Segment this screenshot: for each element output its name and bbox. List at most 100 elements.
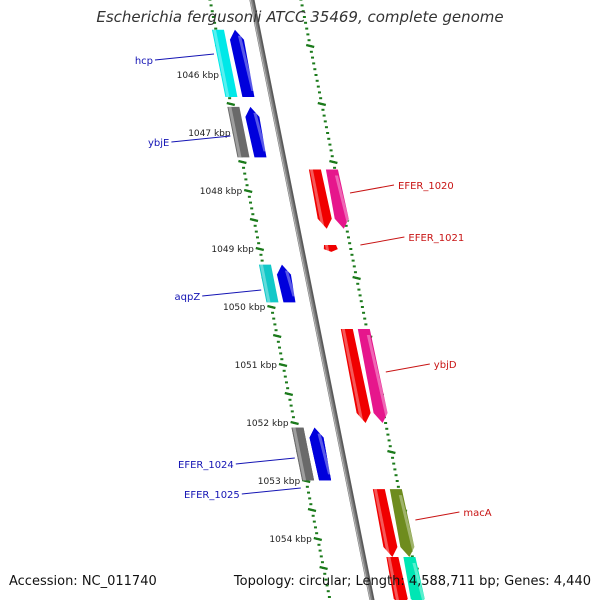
gene-leader-line <box>360 236 405 246</box>
gene-arrow-body <box>372 489 398 557</box>
gene-leader-line <box>171 135 231 143</box>
gene-arrow-body <box>211 29 238 98</box>
position-tick: 1052 kbp <box>246 419 299 429</box>
gene-label-text: ybjD <box>434 360 457 371</box>
ruler-major-tick <box>317 101 327 107</box>
gene-label-text: EFER_1020 <box>398 181 454 192</box>
genome-summary-text: Topology: circular; Length: 4,588,711 bp… <box>233 574 591 589</box>
gene-label-ybjd: ybjD <box>385 360 457 373</box>
gene-arrow-body <box>309 427 332 481</box>
position-tick: 1048 kbp <box>200 187 253 197</box>
gene-leader-line <box>154 53 215 61</box>
gene-arrow-body <box>258 264 279 303</box>
gene-arrow-shade <box>212 29 230 98</box>
gene-arrow-body <box>325 169 349 229</box>
gene-label-text: EFER_1025 <box>184 490 240 501</box>
position-tick-label: 1046 kbp <box>177 71 220 81</box>
ruler-major-tick <box>284 391 294 397</box>
position-tick-mark <box>278 362 288 368</box>
position-tick-mark <box>290 420 299 426</box>
gene-arrow-body <box>276 264 296 303</box>
gene-arrow-body <box>403 556 425 600</box>
gene-arrow-body <box>245 106 267 158</box>
gene-arrow-shade <box>259 264 271 303</box>
gene-arrow-shade <box>412 562 426 600</box>
gene-arrow-shade <box>341 329 364 423</box>
gene-arrow-body <box>308 169 332 229</box>
position-tick-mark <box>267 304 276 310</box>
gene-arrow-shade <box>324 244 330 252</box>
position-tick-label: 1054 kbp <box>269 535 312 545</box>
gene-arrow-shade <box>309 169 325 229</box>
gene-leader-line <box>415 511 460 521</box>
gene-arrow-shade <box>237 35 255 92</box>
gene-label-efer-1020: EFER_1020 <box>349 181 454 194</box>
gene-arrow-shade <box>398 495 416 551</box>
ruler-major-tick <box>352 275 361 281</box>
gene-arrow-shade <box>228 106 242 158</box>
gene-efer-1020 <box>308 169 350 229</box>
map-title: Escherichia fergusonii ATCC 35469, compl… <box>96 8 504 26</box>
gene-arrow-body <box>389 489 415 557</box>
ruler-major-tick <box>319 565 328 571</box>
gene-label-efer-1025: EFER_1025 <box>184 487 301 501</box>
gene-arrow-body <box>386 556 408 600</box>
gene-ybje <box>227 106 267 158</box>
gene-arrow-shade <box>366 335 389 417</box>
gene-label-maca: macA <box>415 508 492 521</box>
position-tick: 1054 kbp <box>269 535 323 545</box>
gene-leader-line <box>385 363 430 373</box>
gene-arrow-body <box>291 427 315 481</box>
gene-label-text: macA <box>463 508 491 519</box>
position-tick-mark <box>243 188 253 194</box>
gene-label-text: hcp <box>135 56 153 67</box>
position-tick-label: 1051 kbp <box>235 361 278 371</box>
gene-arrow-body <box>229 29 255 98</box>
gene-arrow-body <box>323 244 338 252</box>
ruler-major-tick <box>307 507 317 513</box>
gene-label-ybje: ybjE <box>148 135 231 149</box>
position-tick: 1049 kbp <box>211 245 265 255</box>
gene-arrow-shade <box>292 427 307 481</box>
gene-arrow-body <box>340 329 371 423</box>
gene-arrow-shade <box>253 112 267 152</box>
ruler-major-tick <box>238 159 247 165</box>
position-tick-mark <box>255 246 265 252</box>
position-tick: 1051 kbp <box>235 361 288 371</box>
position-tick-label: 1049 kbp <box>211 245 254 255</box>
gene-efer-1021 <box>323 244 338 252</box>
gene-arrow-body <box>227 106 250 158</box>
ruler-major-tick <box>249 217 259 223</box>
gene-leader-line <box>241 487 301 495</box>
gene-ybjd <box>340 329 389 423</box>
ruler-major-tick <box>329 159 338 165</box>
gene-leader-line <box>349 184 395 194</box>
ruler-major-tick <box>387 449 396 455</box>
position-tick-label: 1052 kbp <box>246 419 289 429</box>
gene-efer-1025 <box>291 427 332 481</box>
ruler-major-tick <box>305 43 315 49</box>
gene-maca <box>372 489 416 557</box>
position-tick-label: 1048 kbp <box>200 187 243 197</box>
gene-unlabeled <box>386 556 426 600</box>
gene-arrow-shade <box>334 175 350 223</box>
gene-label-text: aqpZ <box>175 292 201 303</box>
gene-arrow-shade <box>373 489 391 557</box>
ruler-major-tick <box>272 333 282 339</box>
position-tick-mark <box>313 536 323 542</box>
accession-text: Accession: NC_011740 <box>9 574 157 589</box>
gene-aqpz <box>258 264 296 303</box>
ruler-major-tick <box>226 101 236 107</box>
position-tick-label: 1050 kbp <box>223 303 266 313</box>
position-tick-label: 1053 kbp <box>258 477 301 487</box>
position-tick-label: 1047 kbp <box>188 129 231 139</box>
gene-label-text: EFER_1024 <box>178 460 234 471</box>
gene-arrow-shade <box>317 433 332 475</box>
gene-leader-line <box>202 289 262 297</box>
gene-label-efer-1024: EFER_1024 <box>178 457 295 471</box>
backbone-highlight <box>249 0 371 600</box>
gene-arrow-shade <box>387 556 400 600</box>
gene-hcp <box>211 29 255 98</box>
